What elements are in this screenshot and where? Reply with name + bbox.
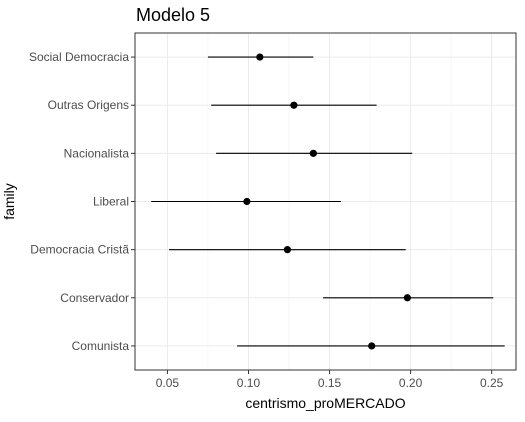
x-axis-ticks: 0.05 0.10 0.15 0.20 0.25 [156, 370, 504, 390]
x-axis-title: centrismo_proMERCADO [245, 395, 405, 411]
y-tick-label: Outras Origens [48, 98, 129, 112]
x-tick-label: 0.05 [156, 376, 180, 390]
y-tick-label: Conservador [60, 291, 129, 305]
y-tick-label: Nacionalista [64, 146, 130, 160]
estimate-point [368, 342, 376, 350]
chart-title: Modelo 5 [136, 5, 211, 25]
x-tick-label: 0.10 [237, 376, 261, 390]
estimate-point [243, 197, 251, 206]
y-tick-label: Social Democracia [29, 50, 129, 64]
estimate-points [243, 53, 411, 350]
estimate-point [403, 294, 411, 302]
y-axis-title: family [1, 183, 17, 220]
x-tick-label: 0.25 [480, 376, 504, 390]
estimate-point [256, 53, 264, 61]
y-tick-label: Democracia Cristã [30, 243, 129, 257]
y-tick-label: Liberal [93, 195, 129, 209]
y-axis-ticks: Social Democracia Outras Origens Nacionali… [29, 50, 135, 353]
estimate-point [290, 101, 298, 109]
estimate-point [283, 246, 291, 254]
x-tick-label: 0.15 [318, 376, 342, 390]
y-tick-label: Comunista [72, 339, 130, 353]
x-tick-label: 0.20 [399, 376, 423, 390]
estimate-point [309, 149, 317, 157]
